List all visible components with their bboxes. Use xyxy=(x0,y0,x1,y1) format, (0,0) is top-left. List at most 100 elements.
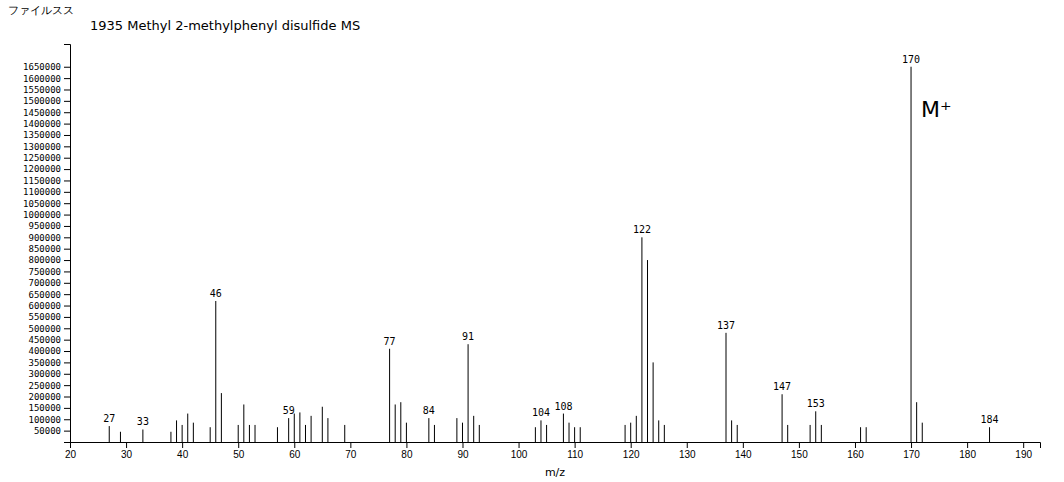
y-tick-mark xyxy=(64,408,70,409)
peak-label: 170 xyxy=(902,54,920,65)
x-tick: 30 xyxy=(121,442,133,460)
x-tick-mark xyxy=(743,442,744,448)
peak xyxy=(468,344,469,442)
x-axis-label: m/z xyxy=(545,466,565,479)
peak-label: 77 xyxy=(384,336,396,347)
x-tick: 190 xyxy=(1015,442,1032,460)
y-tick: 1500000 xyxy=(23,96,70,106)
y-tick-mark xyxy=(64,78,70,79)
x-axis: 2030405060708090100110120130140150160170… xyxy=(65,442,1041,460)
x-tick-label: 120 xyxy=(623,449,640,460)
x-tick-label: 40 xyxy=(177,449,189,460)
x-tick-mark xyxy=(519,442,520,448)
y-tick: 1200000 xyxy=(23,164,70,174)
x-tick-mark xyxy=(406,442,407,448)
x-tick-label: 90 xyxy=(457,449,469,460)
y-tick: 500000 xyxy=(28,324,70,334)
peak xyxy=(238,425,239,442)
x-tick: 180 xyxy=(959,442,976,460)
y-tick: 300000 xyxy=(28,369,70,379)
peak-label: 59 xyxy=(283,405,295,416)
peak xyxy=(311,416,312,442)
y-tick: 200000 xyxy=(28,392,70,402)
x-tick-label: 170 xyxy=(903,449,920,460)
peak xyxy=(787,425,788,442)
y-tick-label: 200000 xyxy=(28,392,61,402)
peak xyxy=(535,427,536,442)
y-tick-label: 1500000 xyxy=(23,96,61,106)
x-tick: 100 xyxy=(511,442,528,460)
peak xyxy=(815,411,816,442)
x-tick: 50 xyxy=(233,442,245,460)
x-tick-mark xyxy=(462,442,463,448)
peak-label: 33 xyxy=(137,416,149,427)
y-tick-label: 50000 xyxy=(34,426,61,436)
x-tick-mark xyxy=(350,442,351,448)
y-tick-mark xyxy=(64,124,70,125)
y-tick: 1300000 xyxy=(23,142,70,152)
x-tick-label: 110 xyxy=(567,449,583,460)
peak xyxy=(647,260,648,442)
y-tick-label: 1150000 xyxy=(23,176,61,186)
peak xyxy=(574,427,575,442)
y-tick: 800000 xyxy=(28,255,70,265)
y-tick-label: 1250000 xyxy=(23,153,61,163)
x-tick-mark xyxy=(126,442,127,448)
peak xyxy=(479,425,480,442)
x-tick: 160 xyxy=(847,442,864,460)
y-tick-mark xyxy=(64,374,70,375)
y-tick-label: 1350000 xyxy=(23,130,61,140)
peak xyxy=(109,426,110,442)
y-tick-mark xyxy=(64,237,70,238)
y-tick: 400000 xyxy=(28,346,70,356)
y-tick-mark xyxy=(64,294,70,295)
peak xyxy=(170,432,171,442)
x-tick-mark xyxy=(238,442,239,448)
peak xyxy=(182,425,183,442)
peak xyxy=(782,394,783,442)
y-tick: 700000 xyxy=(28,278,70,288)
y-tick-mark xyxy=(64,169,70,170)
y-tick: 1550000 xyxy=(23,85,70,95)
peak-label: 27 xyxy=(103,413,115,424)
y-tick-mark xyxy=(64,112,70,113)
annotation: M⁺ xyxy=(921,97,952,122)
peak xyxy=(456,418,457,442)
peak xyxy=(860,427,861,442)
peak xyxy=(726,333,727,442)
y-tick-label: 700000 xyxy=(28,278,61,288)
x-tick: 80 xyxy=(401,442,413,460)
peak-label: 147 xyxy=(773,381,791,392)
peak-label: 84 xyxy=(423,405,435,416)
y-tick-label: 300000 xyxy=(28,369,61,379)
x-tick: 170 xyxy=(903,442,920,460)
x-tick-mark xyxy=(687,442,688,448)
x-tick-label: 20 xyxy=(65,449,77,460)
peak xyxy=(641,237,642,442)
x-tick-label: 130 xyxy=(679,449,696,460)
x-axis-line xyxy=(71,443,1041,449)
peak xyxy=(344,425,345,442)
y-tick-label: 1650000 xyxy=(23,62,61,72)
peak-label: 108 xyxy=(554,401,572,412)
peak xyxy=(653,362,654,442)
annotations: M⁺ xyxy=(921,97,952,122)
y-tick-label: 1100000 xyxy=(23,187,61,197)
peak xyxy=(187,414,188,442)
y-tick-label: 250000 xyxy=(28,381,61,391)
y-tick: 650000 xyxy=(28,290,70,300)
x-tick-mark xyxy=(294,442,295,448)
y-tick-mark xyxy=(64,158,70,159)
y-tick: 900000 xyxy=(28,233,70,243)
y-tick-mark xyxy=(64,67,70,68)
peak xyxy=(625,425,626,442)
peak xyxy=(737,425,738,442)
y-tick-mark xyxy=(64,215,70,216)
y-tick-label: 500000 xyxy=(28,324,61,334)
peak-label: 153 xyxy=(807,398,825,409)
y-tick: 850000 xyxy=(28,244,70,254)
peak-label: 184 xyxy=(981,414,999,425)
x-tick: 130 xyxy=(679,442,696,460)
y-tick-label: 800000 xyxy=(28,255,61,265)
y-tick-label: 650000 xyxy=(28,290,61,300)
